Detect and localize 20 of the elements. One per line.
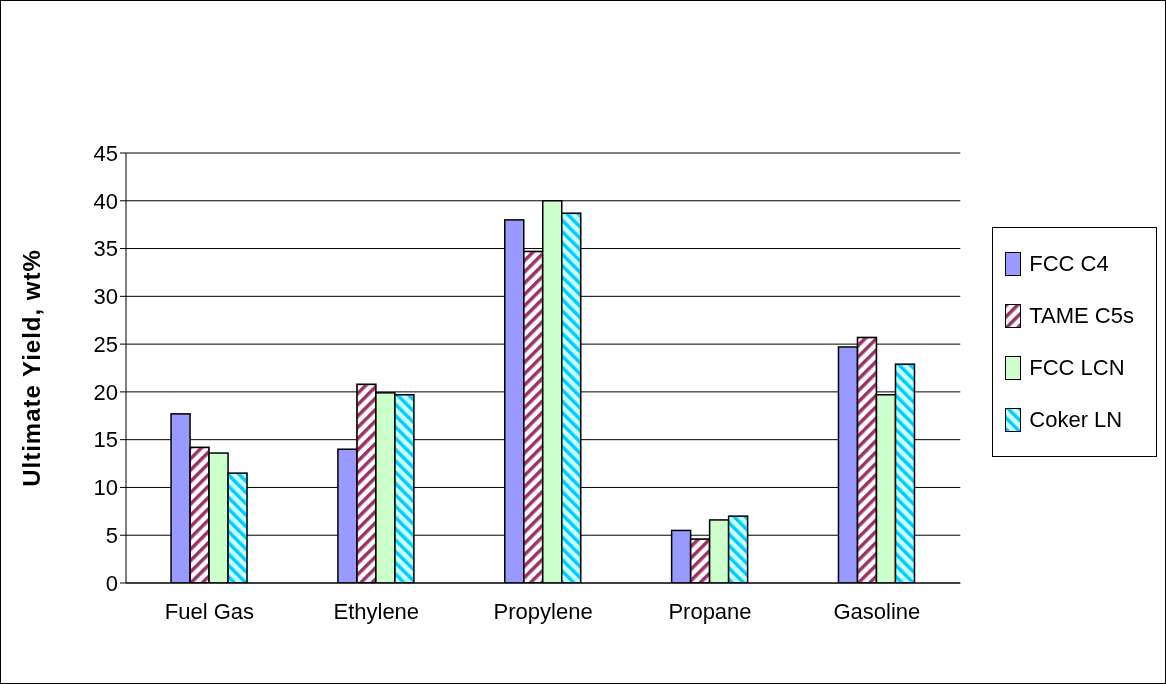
y-tick-label: 15 <box>93 427 118 453</box>
x-tick-label: Propane <box>668 598 752 624</box>
y-tick-label: 45 <box>93 140 118 166</box>
y-tick-label: 25 <box>93 331 118 357</box>
x-tick-label: Propylene <box>493 598 593 624</box>
y-tick-label: 40 <box>93 188 118 214</box>
x-tick-label: Ethylene <box>333 598 420 624</box>
legend-label: TAME C5s <box>1029 303 1134 329</box>
y-axis-title: Ultimate Yield, wt% <box>17 249 45 487</box>
y-tick-label: 35 <box>93 236 118 262</box>
x-tick-label: Gasoline <box>833 598 921 624</box>
y-tick-label: 5 <box>105 523 118 549</box>
legend-label: Coker LN <box>1029 407 1123 433</box>
y-tick-label: 0 <box>105 570 118 596</box>
legend-label: FCC LCN <box>1029 355 1125 381</box>
y-tick-label: 30 <box>93 284 118 310</box>
y-tick-label: 20 <box>93 379 118 405</box>
y-tick-label: 10 <box>93 475 118 501</box>
x-tick-label: Fuel Gas <box>164 598 255 624</box>
legend-label: FCC C4 <box>1029 251 1109 277</box>
